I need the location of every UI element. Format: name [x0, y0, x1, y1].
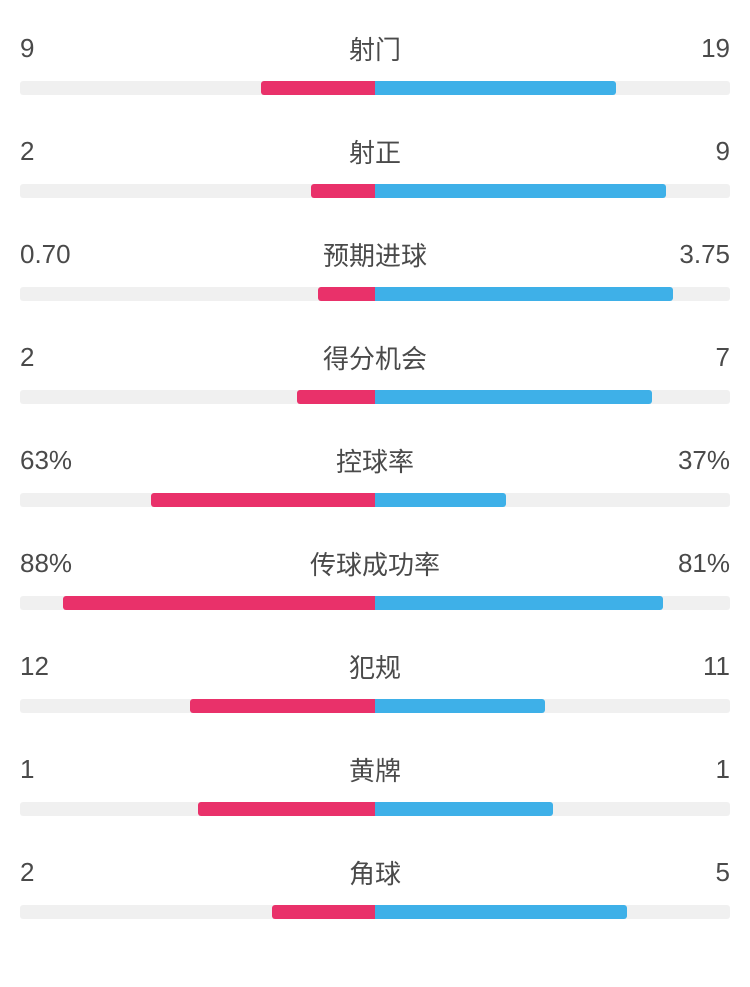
stat-name: 控球率 [80, 442, 670, 479]
stat-value-right: 3.75 [670, 239, 730, 270]
stat-labels: 63%控球率37% [20, 442, 730, 479]
bar-container [20, 184, 730, 198]
bar-half-right [375, 596, 730, 610]
stat-row: 2角球5 [20, 854, 730, 919]
stat-name: 犯规 [80, 648, 670, 685]
bar-fill-left [318, 287, 375, 301]
stat-row: 1黄牌1 [20, 751, 730, 816]
stat-value-left: 2 [20, 342, 80, 373]
stat-name: 射正 [80, 133, 670, 170]
stat-value-left: 2 [20, 136, 80, 167]
stat-value-right: 7 [670, 342, 730, 373]
bar-fill-left [272, 905, 375, 919]
stat-value-left: 0.70 [20, 239, 80, 270]
stat-labels: 2射正9 [20, 133, 730, 170]
bar-fill-left [63, 596, 375, 610]
bar-container [20, 699, 730, 713]
stat-value-right: 37% [670, 445, 730, 476]
stat-name: 传球成功率 [80, 545, 670, 582]
stat-value-left: 88% [20, 548, 80, 579]
bar-container [20, 493, 730, 507]
stat-row: 0.70预期进球3.75 [20, 236, 730, 301]
stats-comparison-chart: 9射门192射正90.70预期进球3.752得分机会763%控球率37%88%传… [20, 30, 730, 919]
bar-container [20, 596, 730, 610]
stat-row: 63%控球率37% [20, 442, 730, 507]
bar-container [20, 390, 730, 404]
stat-row: 9射门19 [20, 30, 730, 95]
stat-row: 2得分机会7 [20, 339, 730, 404]
bar-half-left [20, 390, 375, 404]
bar-half-left [20, 287, 375, 301]
bar-half-right [375, 81, 730, 95]
stat-name: 角球 [80, 854, 670, 891]
stat-value-right: 9 [670, 136, 730, 167]
bar-container [20, 905, 730, 919]
stat-labels: 1黄牌1 [20, 751, 730, 788]
stat-value-right: 81% [670, 548, 730, 579]
stat-value-left: 63% [20, 445, 80, 476]
bar-container [20, 802, 730, 816]
stat-row: 88%传球成功率81% [20, 545, 730, 610]
bar-fill-right [375, 596, 663, 610]
stat-name: 黄牌 [80, 751, 670, 788]
stat-name: 射门 [80, 30, 670, 67]
bar-fill-left [198, 802, 376, 816]
bar-fill-left [311, 184, 375, 198]
bar-fill-right [375, 184, 666, 198]
bar-fill-left [297, 390, 375, 404]
stat-value-right: 19 [670, 33, 730, 64]
bar-half-right [375, 184, 730, 198]
bar-fill-left [261, 81, 375, 95]
bar-half-right [375, 390, 730, 404]
stat-labels: 88%传球成功率81% [20, 545, 730, 582]
bar-half-left [20, 802, 375, 816]
bar-fill-right [375, 699, 545, 713]
stat-value-right: 11 [670, 651, 730, 682]
stat-value-left: 1 [20, 754, 80, 785]
bar-half-left [20, 596, 375, 610]
bar-half-right [375, 493, 730, 507]
bar-container [20, 287, 730, 301]
stat-value-right: 1 [670, 754, 730, 785]
bar-half-left [20, 184, 375, 198]
stat-labels: 9射门19 [20, 30, 730, 67]
bar-half-left [20, 81, 375, 95]
bar-half-right [375, 905, 730, 919]
stat-row: 12犯规11 [20, 648, 730, 713]
bar-fill-left [190, 699, 375, 713]
stat-row: 2射正9 [20, 133, 730, 198]
bar-half-left [20, 493, 375, 507]
bar-fill-left [151, 493, 375, 507]
bar-fill-right [375, 390, 652, 404]
bar-half-right [375, 699, 730, 713]
bar-half-left [20, 905, 375, 919]
stat-labels: 12犯规11 [20, 648, 730, 685]
stat-value-left: 2 [20, 857, 80, 888]
bar-half-left [20, 699, 375, 713]
stat-name: 预期进球 [80, 236, 670, 273]
stat-name: 得分机会 [80, 339, 670, 376]
bar-half-right [375, 802, 730, 816]
bar-container [20, 81, 730, 95]
stat-value-left: 9 [20, 33, 80, 64]
bar-fill-right [375, 81, 616, 95]
stat-labels: 2得分机会7 [20, 339, 730, 376]
bar-fill-right [375, 802, 553, 816]
bar-half-right [375, 287, 730, 301]
bar-fill-right [375, 287, 673, 301]
bar-fill-right [375, 905, 627, 919]
stat-labels: 0.70预期进球3.75 [20, 236, 730, 273]
bar-fill-right [375, 493, 506, 507]
stat-labels: 2角球5 [20, 854, 730, 891]
stat-value-right: 5 [670, 857, 730, 888]
stat-value-left: 12 [20, 651, 80, 682]
